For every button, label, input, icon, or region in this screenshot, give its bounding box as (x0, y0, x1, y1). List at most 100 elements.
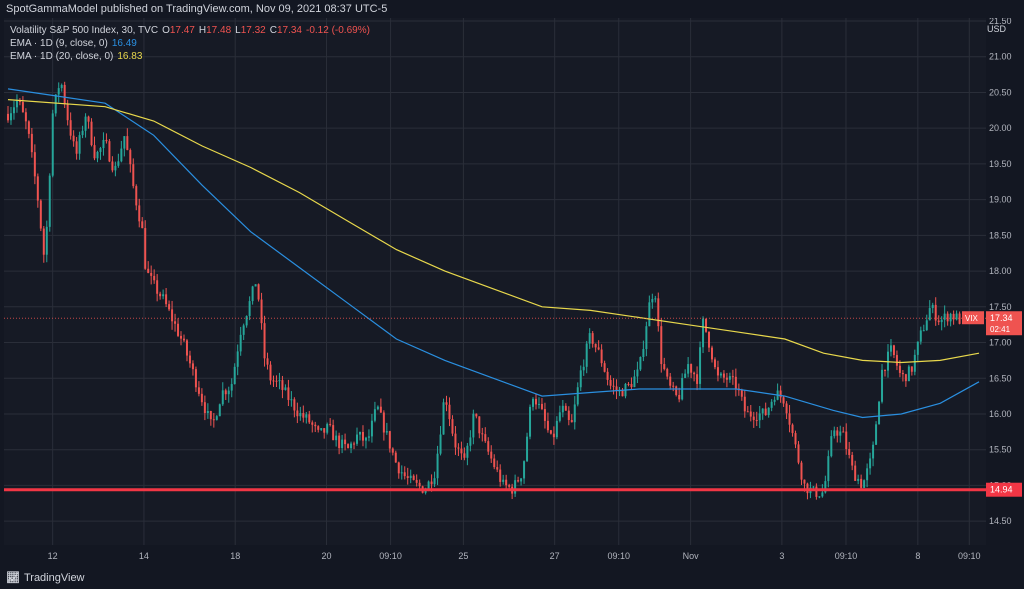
y-tick-label: 17.50 (989, 302, 1012, 312)
candle-body (188, 355, 191, 364)
candle-body (678, 394, 681, 400)
candle-body (800, 462, 803, 480)
x-tick-label: 8 (915, 551, 920, 561)
candle-body (642, 349, 645, 358)
candle-body (99, 148, 102, 152)
price-chart[interactable]: 21.50 21.00 20.50 20.00 19.50 19.00 18.50 18.00… (4, 18, 1024, 565)
time-axis[interactable] (4, 545, 986, 565)
candle-body (36, 176, 39, 201)
candle-body (570, 420, 573, 423)
candle-body (582, 366, 585, 371)
candle-body (913, 354, 916, 372)
candle-body (478, 416, 481, 434)
candle-body (281, 380, 284, 390)
y-tick-label: 16.50 (989, 373, 1012, 383)
candle-body (493, 458, 496, 468)
candle-body (484, 434, 487, 442)
candle-body (898, 365, 901, 373)
candle-body (335, 435, 338, 441)
chart-panel[interactable]: 21.50 21.00 20.50 20.00 19.50 19.00 18.50 18.00… (4, 18, 1024, 565)
candle-body (785, 403, 788, 414)
candle-body (815, 486, 818, 497)
y-tick-label: 16.00 (989, 409, 1012, 419)
candle-body (194, 369, 197, 388)
candle-body (370, 420, 373, 437)
candle-body (284, 387, 287, 390)
candle-body (564, 405, 567, 411)
legend-ema9-row[interactable]: EMA · 1D (9, close, 0) 16.49 (10, 37, 370, 50)
candle-body (573, 404, 576, 423)
candle-body (955, 313, 958, 320)
candle-body (364, 437, 367, 441)
tradingview-logo[interactable]: 📈︎ TradingView (6, 571, 85, 585)
candle-body (93, 145, 96, 159)
candle-body (555, 420, 558, 438)
candle-body (639, 357, 642, 370)
legend-ema20-label: EMA · 1D (20, close, 0) (10, 51, 114, 62)
candle-body (549, 430, 552, 434)
candle-body (388, 431, 391, 449)
candle-body (839, 431, 842, 436)
y-tick-label: 19.50 (989, 159, 1012, 169)
candle-body (794, 433, 797, 445)
candle-body (696, 374, 699, 384)
candle-body (797, 444, 800, 463)
candle-body (323, 428, 326, 433)
candle-body (884, 369, 887, 371)
candle-body (72, 135, 75, 142)
candle-body (21, 102, 24, 113)
candle-body (725, 377, 728, 380)
legend-ema20-row[interactable]: EMA · 1D (20, close, 0) 16.83 (10, 50, 370, 63)
candle-body (773, 399, 776, 402)
candle-body (648, 302, 651, 327)
candle-body (200, 393, 203, 403)
candle-body (439, 434, 442, 454)
candle-body (722, 373, 725, 378)
candle-body (654, 298, 657, 300)
candle-body (48, 175, 51, 227)
price-axis[interactable] (986, 18, 1024, 565)
candle-body (87, 116, 90, 122)
currency-label[interactable]: USD (987, 24, 1007, 34)
candle-body (203, 402, 206, 414)
ema20-line (7, 99, 980, 364)
candle-body (848, 449, 851, 455)
legend-symbol-row: Volatility S&P 500 Index, 30, TVC O17.47… (10, 24, 370, 37)
candle-body (350, 443, 353, 449)
brand-name: TradingView (23, 571, 85, 584)
candle-body (248, 301, 251, 316)
candle-body (803, 479, 806, 484)
candle-body (296, 410, 299, 417)
candle-body (540, 403, 543, 410)
candle-body (174, 321, 177, 324)
candle-body (746, 411, 749, 413)
candle-body (558, 412, 561, 421)
candle-body (684, 373, 687, 378)
candle-body (490, 451, 493, 459)
candle-body (221, 390, 224, 405)
candle-body (845, 431, 848, 450)
candle-body (588, 333, 591, 344)
candle-body (791, 424, 794, 434)
candle-body (33, 152, 36, 177)
candle-body (427, 481, 430, 491)
candle-body (660, 326, 663, 365)
plot-background[interactable] (4, 18, 986, 545)
candle-body (705, 318, 708, 332)
candle-body (272, 380, 275, 382)
candle-body (824, 481, 827, 493)
candle-body (245, 315, 248, 326)
candle-body (672, 385, 675, 387)
candle-body (860, 478, 863, 488)
candle-body (108, 141, 111, 162)
candle-body (185, 340, 188, 356)
candle-body (7, 113, 9, 121)
candle-body (90, 121, 93, 146)
candle-body (767, 407, 770, 416)
candle-body (606, 371, 609, 380)
candle-body (886, 351, 889, 371)
candle-body (144, 228, 147, 269)
candle-body (481, 433, 484, 435)
candle-body (338, 435, 341, 449)
candle-body (621, 390, 624, 397)
